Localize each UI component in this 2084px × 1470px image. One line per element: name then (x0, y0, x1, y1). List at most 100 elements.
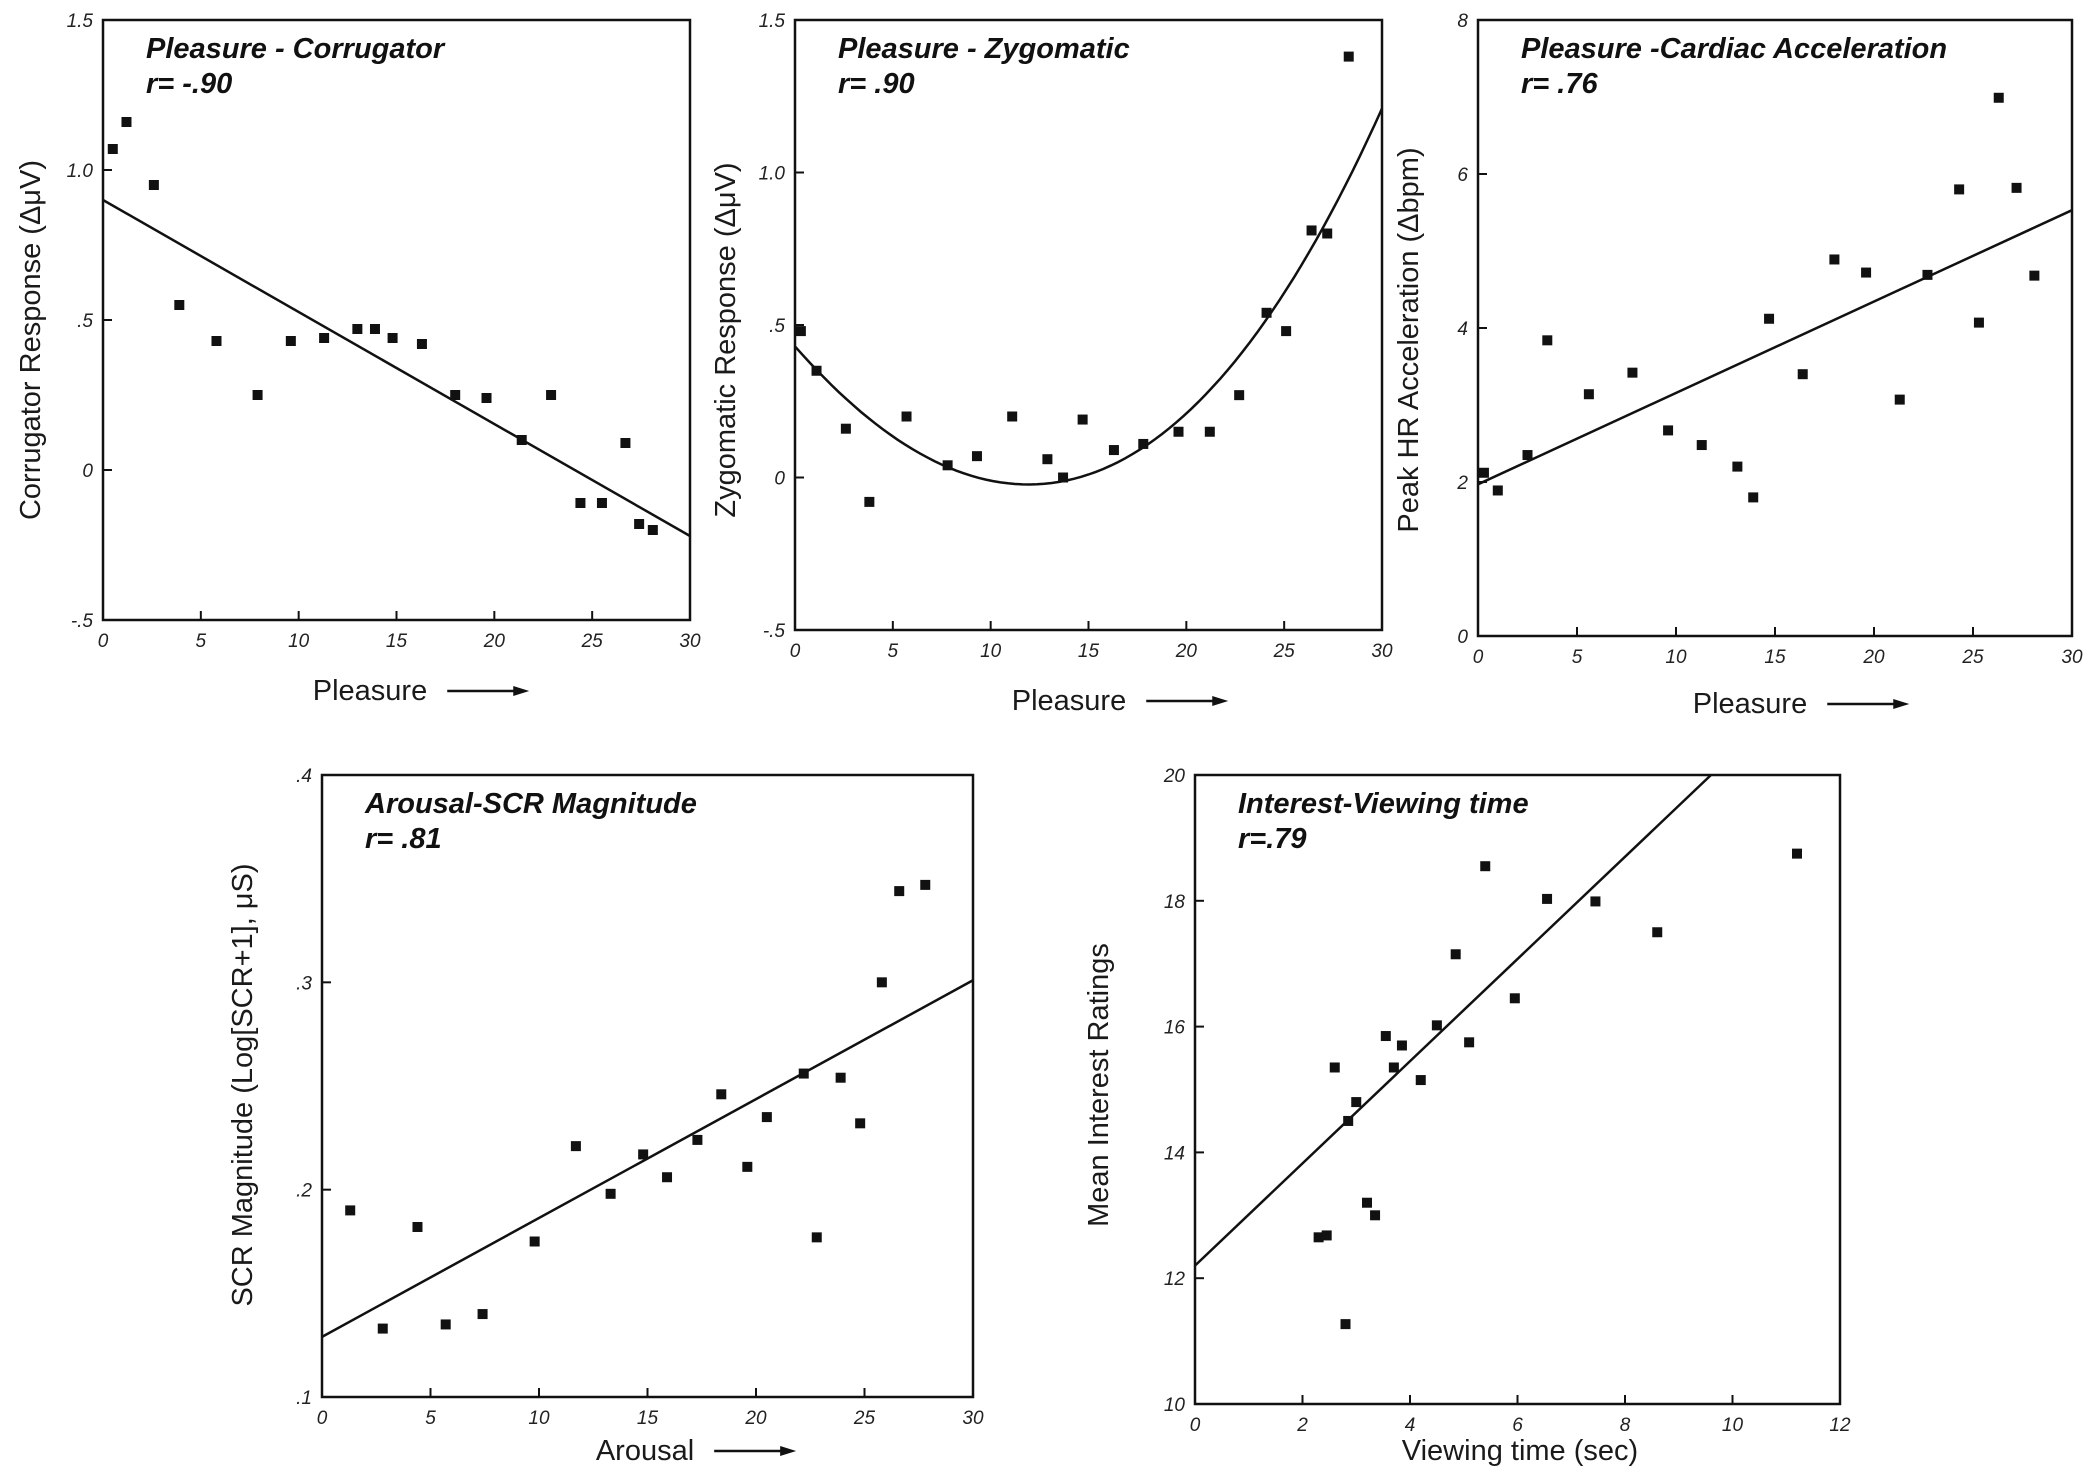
chart-3-y-tick-label: .1 (296, 1388, 312, 1409)
chart-0-data-point (647, 525, 658, 535)
chart-2-data-point (1954, 184, 1965, 195)
chart-4-data-point (1321, 1230, 1332, 1241)
chart-2-y-tick-label: 6 (1457, 165, 1468, 186)
chart-0-correlation: r= -.90 (146, 68, 232, 100)
chart-3-x-tick-label: 0 (317, 1408, 328, 1429)
chart-3-x-tick-label: 20 (744, 1408, 767, 1429)
chart-2-data-point (1522, 450, 1533, 461)
chart-3-data-point (855, 1118, 866, 1129)
chart-4-y-tick-label: 18 (1164, 892, 1186, 913)
chart-0-data-point (252, 390, 263, 400)
chart-3-data-point (570, 1141, 581, 1152)
chart-1-y-tick-label: 1.5 (759, 11, 786, 32)
chart-2-data-point (1748, 492, 1759, 503)
chart-1-data-point (864, 496, 875, 507)
chart-3-correlation: r= .81 (365, 823, 442, 855)
chart-1-y-tick-label: .5 (769, 316, 785, 337)
chart-2-data-point (1732, 461, 1743, 472)
chart-2-data-point (1993, 92, 2004, 103)
chart-4-data-point (1792, 848, 1802, 859)
chart-3-data-point (894, 886, 905, 897)
chart-3-data-point (605, 1188, 616, 1199)
chart-4-x-tick-label: 12 (1829, 1415, 1851, 1436)
chart-0-data-point (319, 333, 330, 343)
chart-4-data-point (1362, 1197, 1372, 1208)
chart-2-data-point (1478, 467, 1489, 478)
chart-1-data-point (1306, 225, 1317, 236)
chart-2-data-point (1829, 254, 1840, 265)
chart-0-data-point (369, 324, 380, 334)
chart-3-data-point (412, 1221, 423, 1232)
chart-2-x-tick-label: 0 (1473, 647, 1484, 668)
chart-1-data-point (971, 451, 982, 462)
chart-0-data-point (596, 498, 607, 508)
chart-2-x-tick-label: 25 (1961, 647, 1984, 668)
chart-1-data-point (1322, 228, 1333, 239)
chart-4-data-point (1590, 896, 1601, 907)
chart-3-panel: 0 5 10 15 20 25 30 .1 .2 .3 .4 Arousal-SCR Magnitud… (227, 766, 984, 1467)
chart-1-y-axis-label: Zygomatic Response (ΔμV) (710, 162, 742, 517)
chart-1-data-point (942, 460, 953, 471)
chart-3-data-point (798, 1068, 809, 1079)
chart-0-data-point (387, 333, 398, 343)
chart-3-x-tick-label: 10 (528, 1408, 550, 1429)
chart-3-data-point (716, 1089, 727, 1100)
chart-4-x-tick-label: 0 (1190, 1415, 1201, 1436)
chart-0-data-point (174, 300, 185, 310)
chart-3-x-tick-label: 30 (962, 1408, 984, 1429)
chart-4-x-tick-label: 2 (1296, 1415, 1308, 1436)
chart-4-data-point (1396, 1040, 1407, 1051)
chart-2-y-tick-label: 2 (1456, 473, 1468, 494)
chart-3-data-point (638, 1149, 649, 1160)
chart-4-data-point (1370, 1210, 1381, 1221)
chart-0-data-point (575, 498, 586, 508)
chart-3-data-point (835, 1072, 846, 1083)
chart-4-panel: 0 2 4 6 8 10 12 10 12 14 16 18 20 Interest-Viewing ti… (1083, 766, 1851, 1467)
chart-1-x-axis-arrowhead (1212, 696, 1229, 706)
chart-2-fit-line (1477, 209, 2073, 486)
chart-1-data-point (1173, 426, 1184, 437)
chart-1-y-tick-label: 0 (774, 469, 785, 490)
chart-3-data-point (761, 1112, 772, 1123)
chart-1-data-point (1058, 472, 1069, 483)
chart-2-title: Pleasure -Cardiac Acceleration (1521, 33, 1947, 65)
chart-1-x-tick-label: 5 (888, 641, 899, 662)
chart-3-x-tick-label: 25 (853, 1408, 876, 1429)
chart-0-data-point (516, 435, 527, 445)
chart-4-data-point (1343, 1115, 1354, 1126)
chart-1-plot-frame (793, 18, 1384, 632)
chart-2-data-point (1627, 367, 1638, 378)
chart-2-data-point (1797, 369, 1808, 380)
chart-0-data-point (481, 393, 492, 403)
chart-4-data-point (1652, 927, 1663, 938)
chart-1-x-axis-label: Pleasure (1012, 685, 1126, 717)
chart-4-x-tick-label: 10 (1722, 1415, 1744, 1436)
chart-1-data-point (1204, 426, 1215, 437)
chart-2-x-tick-label: 30 (2061, 647, 2083, 668)
chart-2-data-point (1663, 425, 1674, 436)
chart-2-plot-frame (1476, 18, 2074, 638)
chart-4-x-axis-label: Viewing time (sec) (1402, 1435, 1638, 1467)
chart-3-data-point (811, 1232, 822, 1243)
chart-2-data-point (1492, 485, 1503, 496)
chart-0-y-tick-label: 1.0 (67, 161, 94, 182)
chart-0-data-point (121, 117, 132, 127)
chart-3-x-tick-label: 15 (637, 1408, 659, 1429)
chart-2-data-point (2029, 270, 2040, 281)
chart-1-x-tick-label: 20 (1175, 641, 1198, 662)
chart-1-title: Pleasure - Zygomatic (838, 33, 1130, 65)
chart-2-correlation: r= .76 (1521, 68, 1598, 100)
chart-2-y-tick-label: 4 (1457, 319, 1468, 340)
chart-3-data-point (440, 1319, 451, 1330)
chart-4-correlation: r=.79 (1238, 823, 1307, 855)
chart-0-y-axis-label: Corrugator Response (ΔμV) (15, 160, 47, 520)
chart-2-data-point (2011, 182, 2022, 193)
chart-0-data-point (285, 336, 296, 346)
chart-1-x-tick-label: 0 (790, 641, 801, 662)
chart-1-data-point (901, 411, 912, 422)
chart-2-data-point (1922, 269, 1933, 280)
chart-4-data-point (1415, 1075, 1426, 1086)
chart-1-data-point (1042, 454, 1053, 465)
chart-0-data-point (450, 390, 461, 400)
